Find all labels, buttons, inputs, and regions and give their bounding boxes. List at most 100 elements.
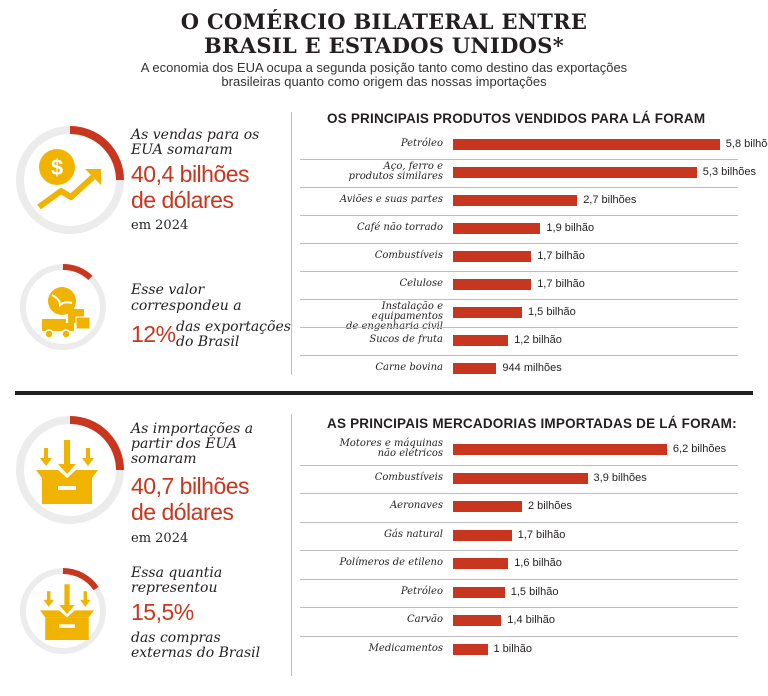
section-divider xyxy=(15,391,753,395)
imports-year: em 2024 xyxy=(131,531,189,546)
sales-ring-graphic xyxy=(16,126,124,234)
import-category-label-line: Polímeros de etileno xyxy=(339,557,443,569)
export-category-label: Petróleo xyxy=(308,139,443,149)
export-share-arc xyxy=(62,264,93,281)
import-value-label: 1,5 bilhão xyxy=(510,585,559,598)
sales-text-line2: EUA somaram xyxy=(131,142,233,158)
export-category-label: Sucos de fruta xyxy=(308,335,443,345)
export-row-divider xyxy=(300,327,738,328)
export-category-label-line: Petróleo xyxy=(400,138,443,149)
import-bar xyxy=(453,444,667,456)
import-share-ring xyxy=(18,566,108,656)
svg-text:$: $ xyxy=(51,155,63,180)
page-title-line2: BRASIL E ESTADOS UNIDOS* xyxy=(204,33,564,58)
import-value-label: 2 bilhões xyxy=(528,500,573,513)
import-bar xyxy=(453,643,488,655)
export-value-label: 1,7 bilhão xyxy=(537,250,585,262)
export-category-label: Combustíveis xyxy=(308,251,443,261)
import-category-label: Gás natural xyxy=(308,528,443,540)
imports-text-line2: partir dos EUA xyxy=(131,436,237,452)
import-bar xyxy=(453,501,522,513)
import-category-label: Carvão xyxy=(308,615,443,625)
import-share-text-line4: externas do Brasil xyxy=(131,645,261,661)
export-share-value: 12% xyxy=(131,321,176,347)
import-category-label-line: não elétricos xyxy=(377,448,443,460)
export-bar xyxy=(453,167,697,178)
export-share-text-line2: correspondeu a xyxy=(131,298,242,314)
import-value-label: 3,9 bilhões xyxy=(593,471,647,484)
export-row-divider xyxy=(300,271,738,272)
export-bar xyxy=(453,307,522,318)
import-category-label-line: Carvão xyxy=(406,614,443,626)
import-share-text-line3: das compras xyxy=(131,630,221,646)
import-category-label: Polímeros de etileno xyxy=(308,558,443,568)
export-bar xyxy=(453,195,578,206)
globe-truck-boxes-icon xyxy=(38,283,94,339)
box-arrows-in-icon-small xyxy=(40,584,94,642)
import-row-divider xyxy=(300,493,738,494)
import-row-divider xyxy=(300,521,738,523)
sales-text-line1: As vendas para os xyxy=(131,127,260,143)
export-category-label: Aço, ferro e produtos similares xyxy=(308,162,443,182)
export-category-label-line: Café não torrado xyxy=(357,222,443,233)
export-bar xyxy=(453,363,497,374)
import-share-ring-graphic xyxy=(20,568,106,654)
sales-ring xyxy=(10,120,130,240)
export-category-label: Instalação e equipamentos de engenharia c… xyxy=(308,302,443,332)
import-category-label-line: Petróleo xyxy=(400,585,443,597)
export-category-label-line: Celulose xyxy=(399,278,443,289)
import-row-divider xyxy=(300,578,738,580)
exports-chart-title: OS PRINCIPAIS PRODUTOS VENDIDOS PARA LÁ … xyxy=(327,111,706,126)
export-bar xyxy=(453,335,509,346)
imports-value-line2: de dólares xyxy=(131,499,234,525)
export-value-label: 1,7 bilhão xyxy=(537,278,585,290)
exports-chart: Petróleo 5,8 bilhões Aço, ferro eprodutos … xyxy=(300,131,768,383)
export-row-divider xyxy=(300,355,738,356)
import-category-label: Aeronaves xyxy=(308,501,443,511)
export-bar xyxy=(453,279,532,290)
import-value-label: 1,6 bilhão xyxy=(514,557,562,570)
export-value-label: 1,2 bilhão xyxy=(514,334,562,346)
export-row-divider xyxy=(300,159,738,160)
import-category-label-line: Aeronaves xyxy=(389,500,443,512)
export-share-text-line1: Esse valor xyxy=(131,282,205,298)
export-row-divider xyxy=(300,187,738,188)
export-share-ring-graphic xyxy=(20,264,106,350)
import-category-label-line: Gás natural xyxy=(383,528,443,540)
export-share-text-line4: do Brasil xyxy=(176,334,240,350)
export-category-label-line: Combustíveis xyxy=(374,250,443,261)
box-arrows-in-icon xyxy=(36,440,98,506)
import-value-label: 1,4 bilhão xyxy=(507,614,556,627)
export-row-divider xyxy=(300,243,738,244)
page-subtitle-line1: A economia dos EUA ocupa a segunda posiç… xyxy=(140,60,628,75)
export-category-label-line: Aviões e suas partes xyxy=(339,194,443,205)
import-category-label: Motores e máquinas não elétricos xyxy=(308,439,443,459)
imports-chart-title: AS PRINCIPAIS MERCADORIAS IMPORTADAS DE … xyxy=(327,416,737,431)
import-value-label: 1 bilhão xyxy=(493,642,533,655)
page-title-line1: O COMÉRCIO BILATERAL ENTRE xyxy=(180,9,588,34)
sales-year: em 2024 xyxy=(131,218,189,233)
export-value-label: 2,7 bilhões xyxy=(583,194,637,206)
export-row-divider xyxy=(300,215,738,216)
export-value-label: 5,8 bilhões xyxy=(725,138,768,150)
export-category-label-line: Aço, ferro e xyxy=(383,161,444,172)
import-bar xyxy=(453,558,509,570)
export-category-label-line: de engenharia civil xyxy=(346,321,443,332)
dollar-growth-icon: $ xyxy=(33,143,107,217)
export-value-label: 1,5 bilhão xyxy=(528,306,576,318)
imports-chart: Motores e máquinas não elétricos 6,2 bilhõ… xyxy=(300,436,740,668)
import-bar xyxy=(453,472,588,484)
export-row-divider xyxy=(300,299,738,300)
import-share-text-line1: Essa quantia xyxy=(131,565,223,581)
export-category-label-line: produtos similares xyxy=(348,171,443,182)
import-share-text-line2: representou xyxy=(131,580,218,596)
import-bar xyxy=(453,529,512,541)
sales-value-line2: de dólares xyxy=(131,187,234,213)
export-category-label-line: Carne bovina xyxy=(375,362,443,373)
export-category-label-line: Sucos de fruta xyxy=(369,334,443,345)
import-row-divider xyxy=(300,635,738,637)
export-category-label: Café não torrado xyxy=(308,223,443,233)
import-row-divider xyxy=(300,607,738,608)
export-category-label-line: Instalação e equipamentos xyxy=(371,301,443,322)
export-value-label: 5,3 bilhões xyxy=(702,166,757,178)
